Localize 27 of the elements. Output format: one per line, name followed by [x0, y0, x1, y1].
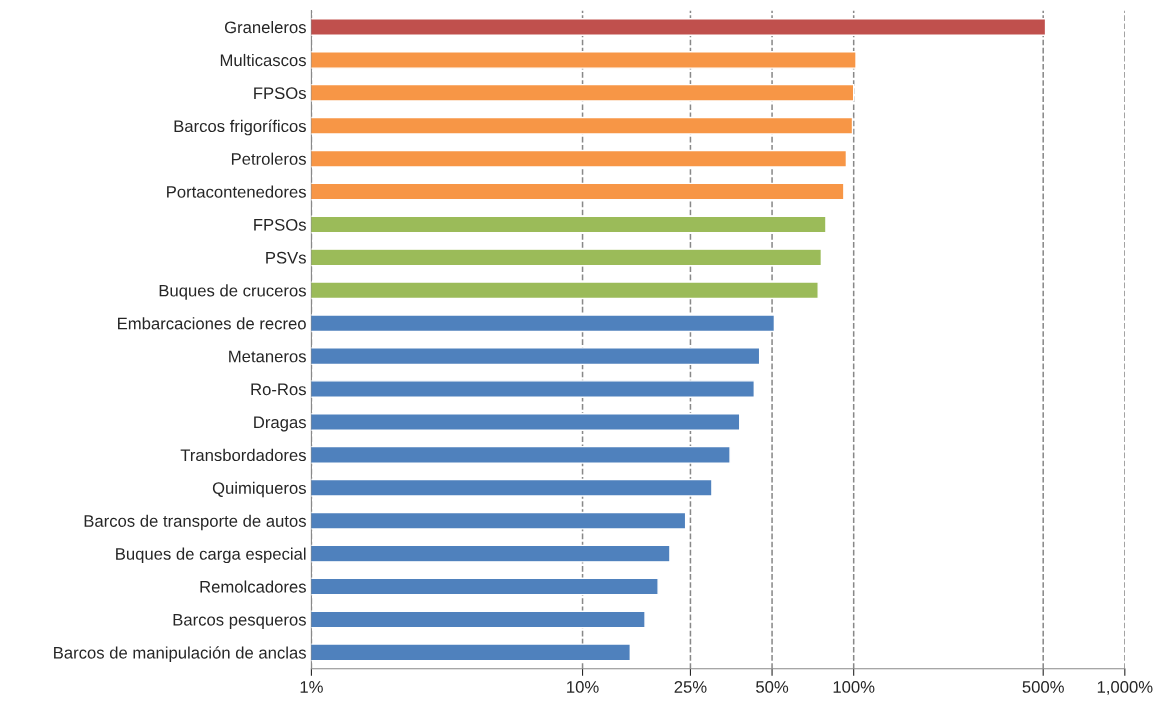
- y-tick-label: Multicascos: [220, 53, 306, 67]
- y-tick-label: Metaneros: [229, 350, 306, 363]
- y-tick-label: Ro-Ros: [251, 383, 306, 396]
- y-tick-label: Barcos de transporte de autos: [84, 514, 306, 531]
- y-tick-label: FPSOs: [254, 218, 306, 231]
- y-tick-label: Petroleros: [231, 152, 306, 165]
- y-tick-label: Quimiqueros: [212, 481, 306, 498]
- x-tick-label: 10%: [567, 681, 599, 693]
- y-tick-label: Buques de cruceros: [159, 284, 306, 300]
- y-tick-label: Remolcadores: [200, 580, 306, 593]
- x-tick-label: 50%: [756, 681, 789, 693]
- x-tick-label: 100%: [833, 681, 875, 693]
- y-tick-label: Embarcaciones de recreo: [118, 317, 306, 330]
- y-tick-label: Dragas: [254, 416, 306, 432]
- y-tick-label: Barcos pesqueros: [173, 614, 306, 629]
- y-tick-label: Buques de carga especial: [116, 547, 306, 564]
- y-tick-label: Portacontenedores: [167, 185, 306, 198]
- y-tick-label: Graneleros: [224, 20, 306, 34]
- y-tick-label: PSVs: [266, 251, 306, 264]
- x-tick-label: 500%: [1022, 681, 1064, 693]
- x-tick-label: 1,000%: [1097, 681, 1153, 695]
- y-tick-label: Transbordadores: [180, 448, 306, 462]
- x-tick-label: 1%: [300, 681, 323, 693]
- y-tick-label: Barcos frigoríficos: [174, 119, 306, 136]
- y-tick-label: FPSOs: [254, 87, 306, 100]
- y-tick-label: Barcos de manipulación de anclas: [54, 646, 306, 662]
- x-tick-label: 25%: [674, 681, 707, 693]
